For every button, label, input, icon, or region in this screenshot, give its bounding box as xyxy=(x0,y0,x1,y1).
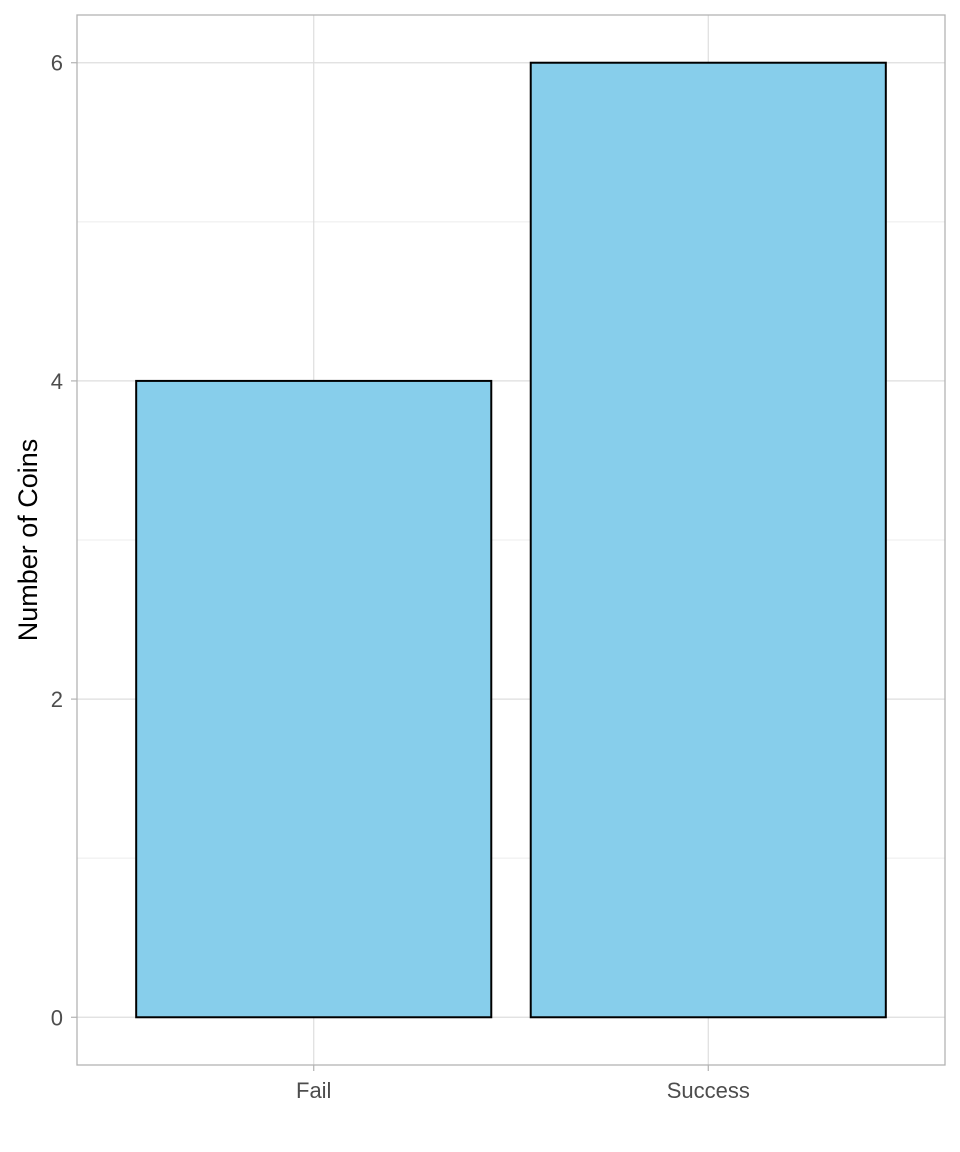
bar-success xyxy=(529,61,887,1019)
y-axis-title: Number of Coins xyxy=(13,439,43,642)
panel-border xyxy=(76,14,946,1066)
x-axis-ticks: Fail Success xyxy=(296,1065,750,1103)
y-tick-label: 4 xyxy=(51,369,63,394)
y-tick-label: 0 xyxy=(51,1005,63,1030)
y-tick-label: 6 xyxy=(51,51,63,76)
x-tick-label: Fail xyxy=(296,1078,331,1103)
x-tick-label: Success xyxy=(667,1078,750,1103)
y-axis-ticks: 0 2 4 6 xyxy=(51,51,77,1030)
y-tick-label: 2 xyxy=(51,687,63,712)
bars xyxy=(135,61,887,1019)
bar-fail xyxy=(135,379,493,1019)
